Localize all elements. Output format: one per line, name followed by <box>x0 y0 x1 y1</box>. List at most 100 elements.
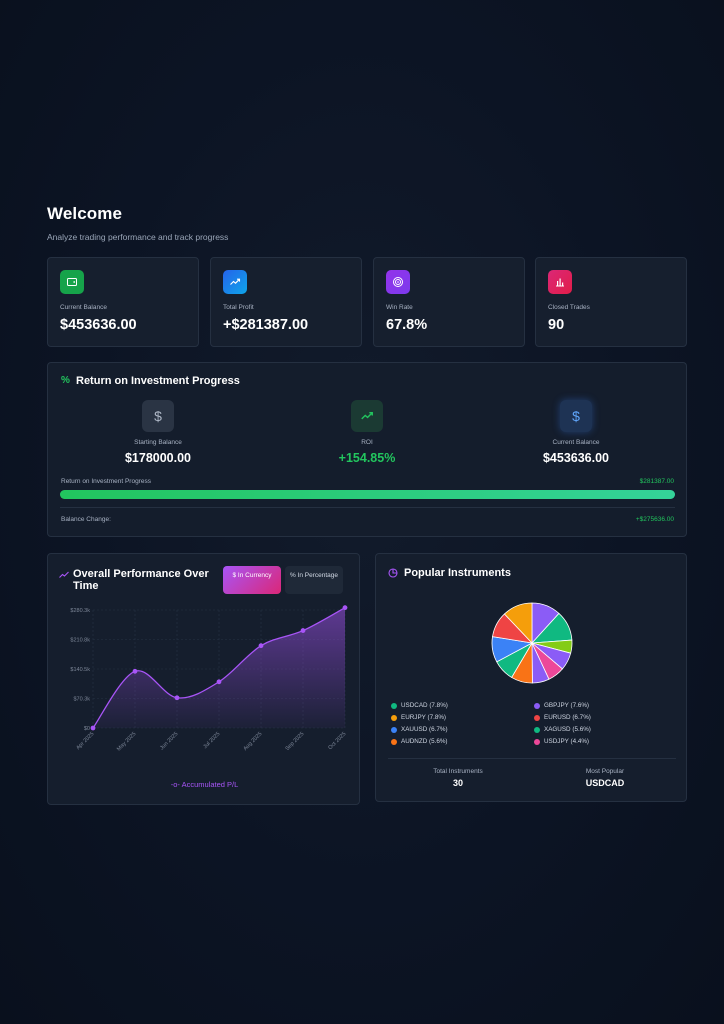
legend-dot <box>391 702 397 709</box>
x-tick-label: Jul 2025 <box>202 731 221 750</box>
trending-up-icon <box>223 270 247 294</box>
y-tick-label: $210.8k <box>70 638 90 644</box>
legend-dot <box>534 714 540 721</box>
roi-value: +154.85% <box>338 451 396 465</box>
target-icon <box>386 270 410 294</box>
roi-progress-label: Return on Investment Progress <box>61 478 151 485</box>
legend-dot <box>391 738 397 745</box>
divider <box>388 758 676 759</box>
balance-change-label: Balance Change: <box>61 516 111 523</box>
legend-label: Accumulated P/L <box>181 780 239 789</box>
pie-chart-icon <box>388 568 398 578</box>
stat-card-closed-trades: Closed Trades 90 <box>535 257 687 347</box>
legend-label: GBPJPY (7.6%) <box>544 702 590 709</box>
legend-label: XAUUSD (6.7%) <box>401 726 448 733</box>
dollar-icon: $ <box>142 400 174 432</box>
x-tick-label: Sep 2025 <box>285 731 306 752</box>
legend-dot <box>534 726 540 733</box>
roi-current-balance: $ Current Balance $453636.00 <box>496 400 656 465</box>
page-subtitle: Analyze trading performance and track pr… <box>47 232 229 242</box>
legend-line-icon: -o- <box>170 780 180 789</box>
stats-row: Current Balance $453636.00 Total Profit … <box>47 257 687 347</box>
divider <box>60 507 675 508</box>
legend-item: AUDNZD (5.6%) <box>391 738 448 745</box>
svg-text:$: $ <box>154 408 162 424</box>
most-popular-label: Most Popular <box>585 768 625 775</box>
data-point[interactable] <box>342 605 348 611</box>
data-point[interactable] <box>300 628 306 633</box>
stat-label: Current Balance <box>60 304 107 311</box>
bar-chart-icon <box>548 270 572 294</box>
total-instruments-value: 30 <box>452 778 463 788</box>
legend-label: XAGUSD (5.6%) <box>544 726 591 733</box>
roi-value: $178000.00 <box>124 451 192 465</box>
data-point[interactable] <box>258 643 264 649</box>
y-tick-label: $70.3k <box>73 697 90 703</box>
y-tick-label: $0 <box>84 726 90 732</box>
x-tick-label: Apr 2025 <box>75 731 95 751</box>
trending-up-icon <box>351 400 383 432</box>
roi-percentage: ROI +154.85% <box>287 400 447 465</box>
performance-card: $0 $70.3k $140.5k $210.8k $280.3k Apr 2025 May… <box>47 553 360 805</box>
data-point[interactable] <box>216 679 222 685</box>
stat-card-win-rate: Win Rate 67.8% <box>373 257 525 347</box>
toggle-percentage[interactable]: % In Percentage <box>285 566 343 594</box>
stat-value: $453636.00 <box>60 317 137 333</box>
data-point[interactable] <box>90 725 96 731</box>
roi-progress-amount: $281387.00 <box>639 478 674 485</box>
stat-label: Win Rate <box>386 304 413 311</box>
instruments-pie-chart <box>491 602 573 684</box>
most-popular-value: USDCAD <box>585 778 625 788</box>
legend-item: EURUSD (6.7%) <box>534 714 591 721</box>
legend-item: USDJPY (4.4%) <box>534 738 589 745</box>
x-tick-label: Aug 2025 <box>243 731 264 752</box>
data-point[interactable] <box>132 668 138 674</box>
roi-card: % Return on Investment Progress $ Starti… <box>47 362 687 537</box>
legend-dot <box>534 738 540 745</box>
legend-item: XAGUSD (5.6%) <box>534 726 591 733</box>
instruments-card: Popular Instruments USDCAD (7.8%) GBPJPY… <box>375 553 687 802</box>
roi-label: ROI <box>361 439 373 446</box>
chart-legend[interactable]: -o- Accumulated P/L <box>48 780 361 789</box>
legend-item: GBPJPY (7.6%) <box>534 702 589 709</box>
stat-value: +$281387.00 <box>223 317 309 333</box>
x-tick-label: Oct 2025 <box>327 731 347 751</box>
trending-up-icon <box>59 571 69 578</box>
legend-label: USDCAD (7.8%) <box>401 702 448 709</box>
x-tick-label: May 2025 <box>116 731 137 752</box>
x-tick-label: Jun 2025 <box>159 731 179 751</box>
svg-text:$: $ <box>572 408 580 424</box>
page-title: Welcome <box>47 204 123 223</box>
dollar-icon: $ <box>560 400 592 432</box>
stat-value: 67.8% <box>386 317 428 333</box>
roi-progress-fill <box>60 490 675 499</box>
roi-progress-bar <box>60 490 675 499</box>
stat-label: Total Profit <box>223 304 254 311</box>
roi-title: Return on Investment Progress <box>76 375 240 387</box>
stat-value: 90 <box>548 317 565 333</box>
instruments-title: Popular Instruments <box>404 567 511 579</box>
legend-label: EURUSD (6.7%) <box>544 714 591 721</box>
legend-label: AUDNZD (5.6%) <box>401 738 448 745</box>
legend-item: XAUUSD (6.7%) <box>391 726 448 733</box>
roi-label: Current Balance <box>552 439 600 446</box>
legend-label: USDJPY (4.4%) <box>544 738 590 745</box>
dashboard: Welcome Analyze trading performance and … <box>47 204 687 805</box>
performance-title: Overall Performance Over Time <box>73 568 209 592</box>
performance-chart: $0 $70.3k $140.5k $210.8k $280.3k Apr 2025 May… <box>70 605 348 752</box>
y-tick-label: $280.3k <box>70 608 90 614</box>
percent-icon: % <box>61 375 70 386</box>
stat-card-current-balance: Current Balance $453636.00 <box>47 257 199 347</box>
wallet-icon <box>60 270 84 294</box>
roi-starting-balance: $ Starting Balance $178000.00 <box>78 400 238 465</box>
pie-slice[interactable] <box>503 602 533 645</box>
toggle-currency[interactable]: $ In Currency <box>223 566 281 594</box>
stat-label: Closed Trades <box>548 304 590 311</box>
roi-value: $453636.00 <box>542 451 610 465</box>
legend-item: USDCAD (7.8%) <box>391 702 448 709</box>
balance-change-value: +$275636.00 <box>635 516 674 523</box>
legend-dot <box>391 726 397 733</box>
roi-label: Starting Balance <box>134 439 182 446</box>
stat-card-total-profit: Total Profit +$281387.00 <box>210 257 362 347</box>
data-point[interactable] <box>174 695 180 701</box>
